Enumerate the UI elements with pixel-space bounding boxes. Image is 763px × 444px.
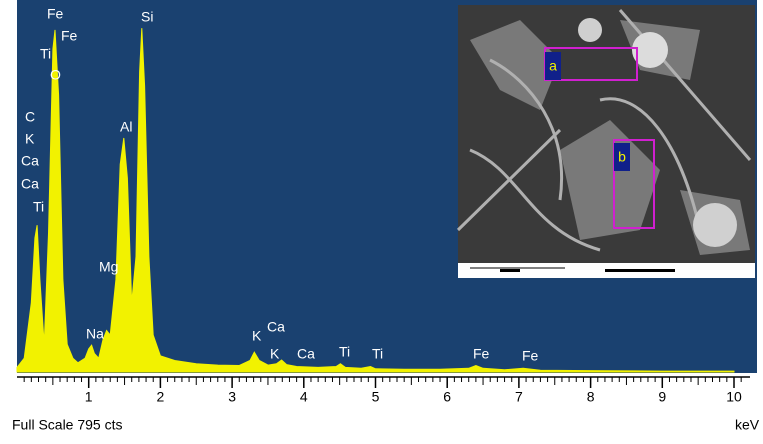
x-tick-label: 10 [726, 389, 742, 405]
peak-label: Ca [297, 346, 315, 362]
peak-label: K [270, 346, 280, 362]
peak-label: Al [120, 119, 132, 135]
peak-label: Ti [33, 199, 44, 215]
spectrum [16, 28, 735, 373]
peak-label: Ca [267, 319, 285, 335]
peak-label: Mg [99, 259, 118, 275]
x-tick-label: 8 [587, 389, 595, 405]
sem-particle [632, 32, 668, 68]
peak-label: Ti [372, 346, 383, 362]
x-tick-label: 7 [515, 389, 523, 405]
x-axis-label: keV [735, 417, 760, 433]
region-label: b [618, 149, 626, 165]
x-tick-label: 9 [658, 389, 666, 405]
peak-label: Fe [47, 6, 64, 22]
x-tick-label: 1 [85, 389, 93, 405]
peak-label: Na [86, 326, 104, 342]
peak-label: Ca [21, 153, 39, 169]
sem-particle [693, 203, 737, 247]
sem-fibers [456, 9, 752, 252]
peak-label: K [25, 131, 35, 147]
peak-label: K [252, 328, 262, 344]
peak-label: Si [141, 9, 153, 25]
peak-label: Fe [473, 346, 490, 362]
x-tick-label: 4 [300, 389, 308, 405]
x-tick-label: 3 [228, 389, 236, 405]
peak-label: Fe [522, 348, 539, 364]
peak-label: Ti [339, 344, 350, 360]
label-box [545, 52, 561, 80]
scale-text [500, 269, 520, 272]
peak-label: C [25, 109, 35, 125]
region-label: a [549, 58, 557, 74]
peak-label: Ti [40, 46, 51, 62]
footer: Full Scale 795 cts [12, 417, 123, 433]
label-box [614, 143, 630, 171]
x-tick-label: 2 [157, 389, 165, 405]
peak-label: Fe [61, 28, 78, 44]
sem-particle [578, 18, 602, 42]
x-tick-label: 6 [443, 389, 451, 405]
sem-image: a b [456, 5, 755, 278]
peak-label: O [50, 67, 61, 83]
sem-texture [470, 20, 750, 255]
sem-info-text [605, 269, 675, 272]
peak-label: Ca [21, 176, 39, 192]
x-tick-label: 5 [372, 389, 380, 405]
region-b [613, 139, 655, 229]
